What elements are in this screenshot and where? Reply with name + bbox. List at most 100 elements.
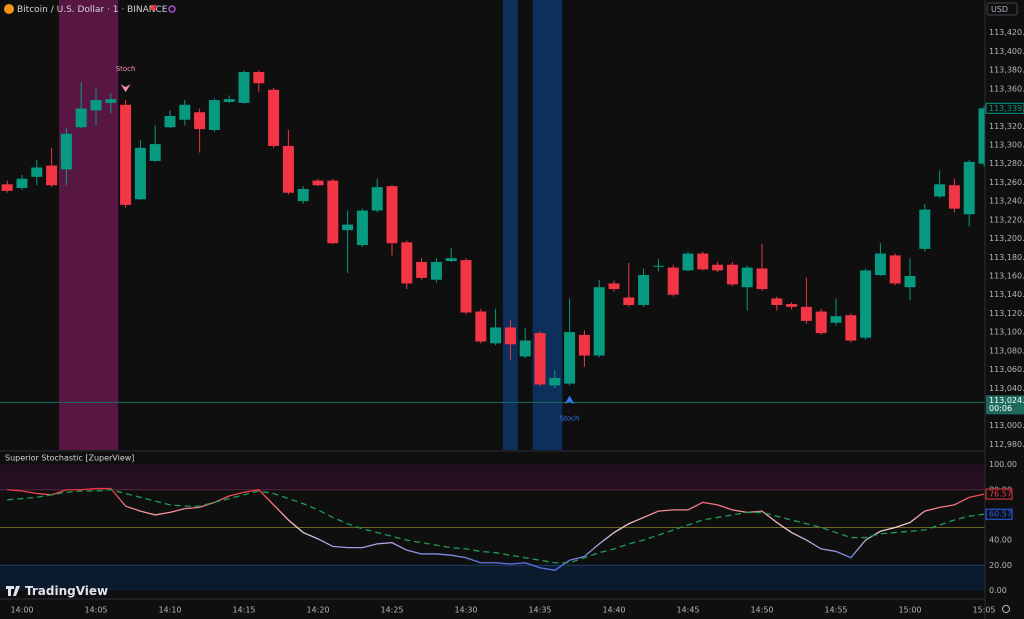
candle-body	[830, 316, 842, 323]
time-tick-label: 14:40	[602, 606, 625, 615]
zone-band	[0, 565, 985, 591]
candle-body	[327, 180, 339, 244]
candle-body	[845, 315, 857, 341]
candle-body	[105, 99, 117, 103]
candle-body	[490, 327, 502, 344]
candle-body	[475, 311, 487, 342]
flag-icon	[151, 5, 157, 10]
indicator-tick-label: 20.00	[989, 561, 1012, 570]
candle-body	[815, 311, 827, 334]
candle-body	[652, 265, 664, 267]
signal-label: Stoch	[116, 65, 136, 73]
candle-body	[60, 133, 72, 170]
candle-body	[786, 304, 798, 307]
time-tick-label: 14:10	[158, 606, 181, 615]
candle-body	[534, 333, 546, 385]
indicator-tick-label: 40.00	[989, 536, 1012, 545]
candle-body	[564, 332, 576, 384]
price-tick-label: 113,060.00	[989, 365, 1024, 374]
countdown: 00:06	[989, 404, 1012, 413]
candle-body	[386, 186, 398, 244]
candle-body	[179, 104, 191, 120]
candle-body	[253, 72, 265, 84]
candle-body	[16, 178, 28, 189]
price-tick-label: 113,420.00	[989, 28, 1024, 37]
indicator-line	[7, 489, 985, 564]
candle-body	[194, 112, 206, 130]
candle-body	[371, 187, 383, 211]
indicator-title: Superior Stochastic [ZuperView]	[5, 454, 134, 463]
candle-body	[771, 298, 783, 305]
time-tick-label: 14:25	[380, 606, 403, 615]
candle-body	[1, 184, 13, 191]
candle-body	[149, 144, 161, 161]
candle-body	[120, 104, 132, 205]
candle-body	[726, 264, 738, 285]
candle-body	[874, 253, 886, 276]
time-tick-label: 14:30	[454, 606, 477, 615]
candle-body	[90, 100, 102, 111]
candle-body	[164, 116, 176, 128]
candle-body	[282, 145, 294, 193]
candle-body	[963, 161, 975, 215]
price-tick-label: 113,200.00	[989, 234, 1024, 243]
price-tick-label: 113,140.00	[989, 290, 1024, 299]
candle-body	[401, 242, 413, 284]
indicator-tick-label: 100.00	[989, 460, 1017, 469]
candle-body	[934, 184, 946, 197]
symbol-icon	[4, 4, 14, 14]
signal-arrow	[120, 84, 131, 93]
price-tick-label: 113,120.00	[989, 309, 1024, 318]
candle-body	[342, 224, 354, 231]
candle-body	[904, 275, 916, 288]
candle-body	[223, 99, 235, 102]
brand-name: TradingView	[25, 584, 108, 598]
price-tick-label: 113,400.00	[989, 47, 1024, 56]
signal-arrow	[564, 395, 575, 405]
price-tick-label: 112,980.00	[989, 440, 1024, 449]
indicator-value-label: 76.57	[989, 490, 1012, 499]
price-tick-label: 113,240.00	[989, 197, 1024, 206]
price-tick-label: 113,280.00	[989, 159, 1024, 168]
currency[interactable]: USD	[991, 5, 1008, 14]
price-tick-label: 113,160.00	[989, 271, 1024, 280]
candle-body	[978, 108, 990, 164]
indicator-tick-label: 0.00	[989, 586, 1007, 595]
indicator-value-box	[985, 508, 1013, 520]
time-tick-label: 14:15	[232, 606, 255, 615]
time-tick-label: 14:45	[676, 606, 699, 615]
candle-body	[268, 89, 280, 146]
brand-logo	[6, 586, 20, 596]
candle-body	[549, 377, 561, 386]
candle-body	[31, 167, 43, 177]
candle-body	[756, 268, 768, 290]
candle-body	[608, 283, 620, 290]
price-tick-label: 113,180.00	[989, 253, 1024, 262]
settings-icon[interactable]	[1002, 605, 1010, 613]
time-tick-label: 14:00	[10, 606, 33, 615]
candle-body	[697, 253, 709, 270]
candle-body	[445, 258, 457, 262]
price-tick-label: 113,360.00	[989, 84, 1024, 93]
candle-body	[504, 327, 516, 345]
indicator-value-box	[985, 488, 1013, 500]
currency-box[interactable]	[986, 2, 1018, 16]
last-price-label: 113,339.20	[989, 104, 1024, 113]
candle-body	[889, 255, 901, 284]
candle-body	[593, 287, 605, 356]
signal-label: Stoch	[560, 414, 580, 422]
candle-body	[416, 261, 428, 278]
price-tick-label: 113,220.00	[989, 215, 1024, 224]
price-tick-label: 113,380.00	[989, 66, 1024, 75]
candle-body	[312, 180, 324, 186]
price-tick-label: 113,100.00	[989, 328, 1024, 337]
time-tick-label: 14:20	[306, 606, 329, 615]
last-price-box	[985, 102, 1024, 114]
indicator-value-label: 60.57	[989, 510, 1012, 519]
price-tick-label: 113,260.00	[989, 178, 1024, 187]
time-tick-label: 15:00	[898, 606, 921, 615]
candle-body	[134, 147, 146, 200]
candle-body	[623, 297, 635, 305]
candle-body	[800, 306, 812, 321]
candle-body	[948, 185, 960, 209]
